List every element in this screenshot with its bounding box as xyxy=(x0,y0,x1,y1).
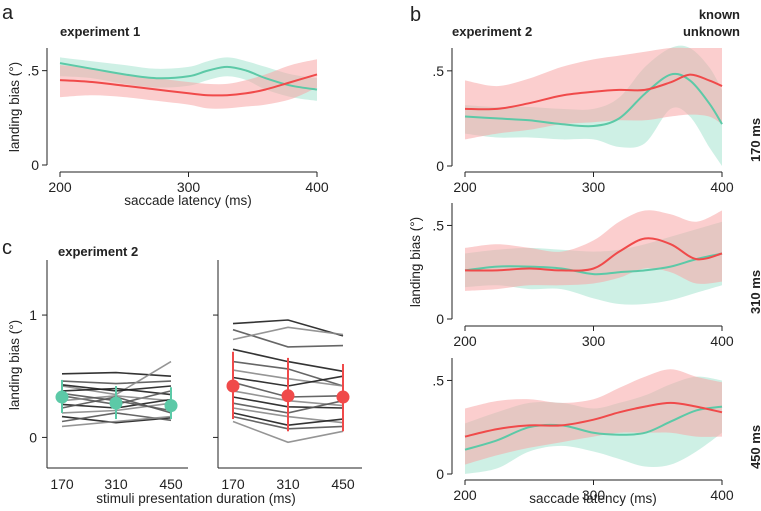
panel-c-xlabel: stimuli presentation duration (ms) xyxy=(96,491,296,506)
panel-b-450-x-tick-label: 400 xyxy=(710,487,734,503)
panel-c-unknown-mean-point xyxy=(336,390,350,404)
panel-b-310-known-line xyxy=(464,252,723,276)
legend-known: known xyxy=(699,7,740,22)
panel-b-310-y-tick-label: 0 xyxy=(436,311,444,327)
panel-letter-b: b xyxy=(410,4,421,26)
panel-b-170-x-tick-label: 300 xyxy=(582,179,606,195)
panel-b-310-y-tick-label: .5 xyxy=(432,217,444,233)
panel-c-unknown-subject-line xyxy=(232,319,344,337)
panel-c-unknown-x-tick-label: 170 xyxy=(221,476,245,492)
panel-a-title: experiment 1 xyxy=(60,24,140,39)
panel-b-450-unknown-line xyxy=(464,401,723,438)
panel-a-xlabel: saccade latency (ms) xyxy=(124,193,252,208)
panel-c-unknown-x-tick-label: 450 xyxy=(331,476,355,492)
panel-a-x-tick-label: 300 xyxy=(177,179,201,195)
panel-letter-a: a xyxy=(2,2,14,24)
panel-c-unknown-subject-line xyxy=(232,326,344,341)
panel-c-known-x-tick-label: 450 xyxy=(159,476,183,492)
panel-b-170-y-tick-label: 0 xyxy=(436,158,444,174)
panel-c-title: experiment 2 xyxy=(58,244,138,259)
panel-c-known-y-tick-label: 0 xyxy=(29,429,37,445)
panel-b-170-unknown-band xyxy=(465,47,722,140)
panel-a-y-tick-label: .5 xyxy=(27,63,39,79)
panel-b-450-y-tick-label: .5 xyxy=(432,372,444,388)
panel-b-170-x-tick-label: 200 xyxy=(453,179,477,195)
panel-b-310-chart: 0 .5 200 300 400 xyxy=(432,203,734,349)
legend-unknown: unknown xyxy=(683,24,740,39)
panel-b-450-unknown-band xyxy=(465,369,722,465)
panel-c-known-mean-point xyxy=(164,399,178,413)
row-label-170: 170 ms xyxy=(748,118,761,162)
panel-letter-c: c xyxy=(2,237,12,259)
panel-b-xlabel: saccade latency (ms) xyxy=(529,491,657,506)
panel-a-x-tick-label: 400 xyxy=(305,179,329,195)
panel-c-known-subject-line xyxy=(61,380,172,385)
panel-b-310-x-tick-label: 300 xyxy=(582,333,606,349)
plot-area: 0 .5 200 300 400 0 .5 200 300 400 0 .5 200 300 400 0 .5 2… xyxy=(27,45,734,503)
panel-c-known-mean-point xyxy=(109,396,123,410)
panel-a-unknown-band xyxy=(60,59,317,109)
panel-b-ylabel: landing bias (°) xyxy=(408,217,423,307)
panel-a-ylabel: landing bias (°) xyxy=(7,62,22,152)
panel-c-known-y-tick-label: 1 xyxy=(29,307,37,323)
panel-c-ylabel: landing bias (°) xyxy=(7,320,22,410)
panel-b-450-x-tick-label: 200 xyxy=(453,487,477,503)
panel-b-310-x-tick-label: 400 xyxy=(710,333,734,349)
panel-b-310-unknown-line xyxy=(464,237,723,272)
panel-b-170-x-tick-label: 400 xyxy=(710,179,734,195)
panel-c-unknown-x-tick-label: 310 xyxy=(276,476,300,492)
panel-c-known-x-tick-label: 170 xyxy=(50,476,74,492)
row-label-310: 310 ms xyxy=(748,270,761,314)
panel-c-known-subject-line xyxy=(61,415,172,428)
panel-b-450-x-tick-label: 300 xyxy=(582,487,606,503)
panel-c-unknown-mean-point xyxy=(226,379,240,393)
panel-c-known-subject-line xyxy=(61,371,172,377)
panel-a-unknown-line xyxy=(59,73,318,97)
panel-b-170-y-tick-label: .5 xyxy=(432,63,444,79)
panel-b-310-unknown-band xyxy=(465,210,722,291)
panel-c-unknown-mean-point xyxy=(281,389,295,403)
panel-b-170-unknown-line xyxy=(464,73,723,111)
panel-a-y-tick-label: 0 xyxy=(31,157,39,173)
panel-a-chart: 0 .5 200 300 400 xyxy=(27,48,329,195)
panel-c-unknown-subject-line xyxy=(232,420,344,444)
panel-b-170-known-line xyxy=(464,72,723,128)
panel-c-unknown-chart: 170 310 450 xyxy=(213,260,362,492)
panel-a-known-line xyxy=(59,62,318,91)
panel-a-known-band xyxy=(60,57,317,101)
panel-b-170-chart: 0 .5 200 300 400 xyxy=(432,45,734,195)
panel-b-310-x-tick-label: 200 xyxy=(453,333,477,349)
panel-b-450-chart: 0 .5 200 300 400 xyxy=(432,358,734,503)
panel-b-450-known-line xyxy=(464,405,723,451)
panel-c-known-chart: 0 1 170 310 450 xyxy=(29,260,188,492)
row-label-450: 450 ms xyxy=(748,425,761,469)
panel-b-title: experiment 2 xyxy=(452,24,532,39)
panel-a-x-tick-label: 200 xyxy=(48,179,72,195)
panel-c-known-mean-point xyxy=(55,390,69,404)
panel-b-450-y-tick-label: 0 xyxy=(436,466,444,482)
panel-c-known-x-tick-label: 310 xyxy=(104,476,128,492)
